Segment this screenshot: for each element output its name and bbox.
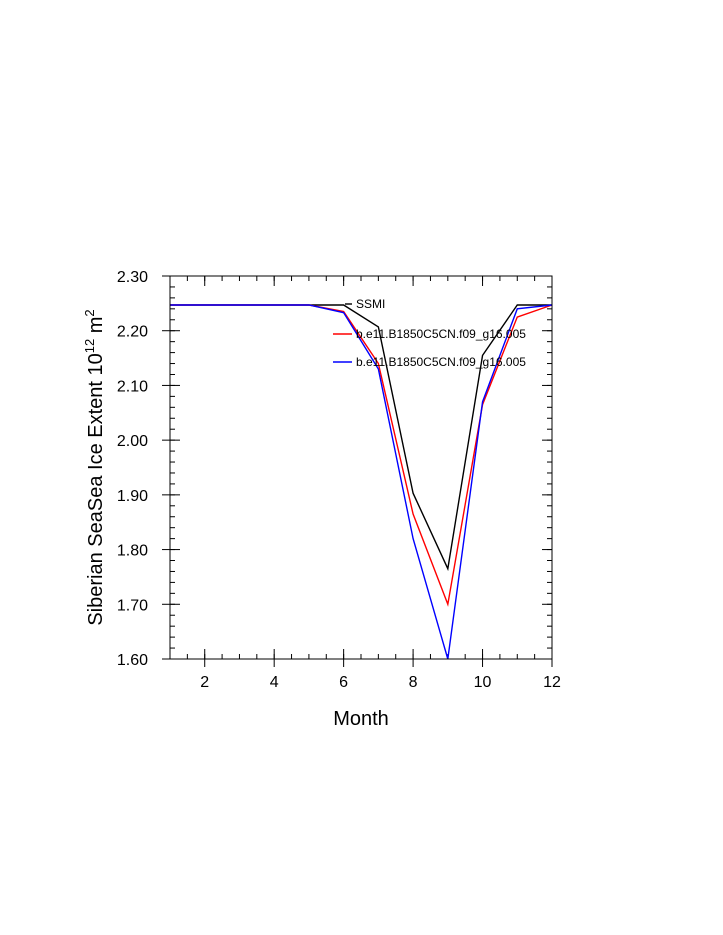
- y-tick-labels: 1.60 1.70 1.80 1.90 2.00 2.10 2.20 2.30: [117, 269, 148, 669]
- y-axis-title: Siberian SeaSea Ice Extent 1012 m2: [82, 309, 107, 625]
- y-tick-label: 1.90: [117, 488, 148, 505]
- legend-label-1: SSMI: [356, 297, 385, 311]
- plot-frame: [169, 275, 553, 660]
- y-axis-title-main: Siberian SeaSea Ice Extent 10: [85, 353, 107, 625]
- y-axis-title-unit: m: [85, 317, 107, 339]
- series-line-3: [170, 304, 553, 660]
- y-axis-title-unit-exponent: 2: [82, 309, 97, 316]
- x-tick-labels: 2 4 6 8 10 12: [200, 674, 561, 691]
- y-axis-title-exponent: 12: [82, 339, 97, 353]
- y-tick-label: 2.20: [117, 324, 148, 341]
- y-tick-label: 2.30: [117, 269, 148, 286]
- x-axis-title: Month: [333, 708, 389, 730]
- y-tick-label: 1.60: [117, 652, 148, 669]
- legend-label-2: b.e11.B1850C5CN.f09_g16.005: [356, 327, 526, 341]
- series-line-2: [170, 304, 553, 607]
- x-tick-label: 4: [270, 674, 279, 691]
- y-tick-label: 1.70: [117, 597, 148, 614]
- major-ticks: [162, 275, 553, 667]
- x-tick-label: 10: [474, 674, 492, 691]
- legend-label-3: b.e11.B1850C5CN.f09_g16.005: [356, 355, 526, 369]
- x-tick-label: 6: [339, 674, 348, 691]
- x-tick-label: 12: [543, 674, 561, 691]
- series-lines: [170, 304, 553, 660]
- y-tick-label: 2.10: [117, 378, 148, 395]
- series-line-1: [170, 304, 552, 572]
- x-tick-label: 8: [409, 674, 418, 691]
- y-tick-label: 1.80: [117, 543, 148, 560]
- x-tick-label: 2: [200, 674, 209, 691]
- legend: SSMI b.e11.B1850C5CN.f09_g16.005 b.e11.B18…: [333, 297, 526, 369]
- y-tick-label: 2.00: [117, 433, 148, 450]
